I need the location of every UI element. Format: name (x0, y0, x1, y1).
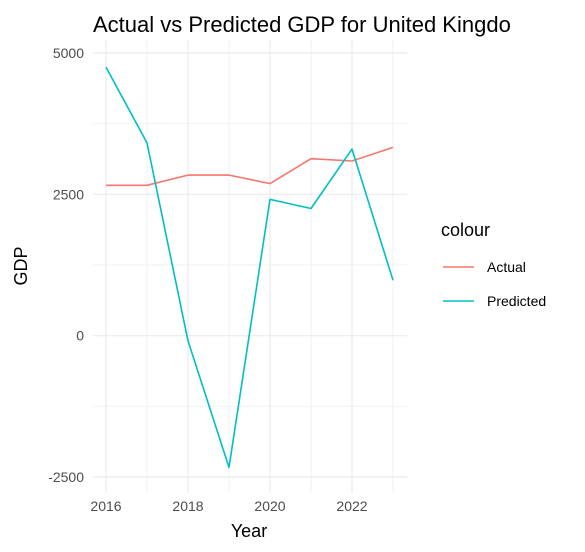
series-line-actual (106, 146, 394, 187)
legend-label-actual: Actual (487, 259, 526, 275)
chart-title: Actual vs Predicted GDP for United Kingd… (93, 12, 511, 37)
x-tick-label: 2022 (336, 498, 367, 514)
y-tick-labels: -2500 0 2500 5000 (48, 45, 84, 485)
y-tick-label: 2500 (53, 186, 84, 202)
y-tick-label: 5000 (53, 45, 84, 61)
x-axis-title: Year (231, 521, 267, 541)
legend-label-predicted: Predicted (487, 293, 546, 309)
y-axis-title: GDP (11, 246, 31, 285)
y-tick-label: -2500 (48, 469, 84, 485)
x-tick-label: 2018 (172, 498, 203, 514)
grid-lines (93, 40, 407, 493)
x-tick-label: 2016 (90, 498, 121, 514)
series-line-predicted (105, 66, 394, 469)
x-tick-labels: 2016 2018 2020 2022 (90, 498, 367, 514)
legend: colour Actual Predicted (441, 220, 546, 309)
x-tick-label: 2020 (254, 498, 285, 514)
y-tick-label: 0 (76, 328, 84, 344)
legend-title: colour (441, 220, 490, 240)
series-lines (105, 66, 394, 469)
